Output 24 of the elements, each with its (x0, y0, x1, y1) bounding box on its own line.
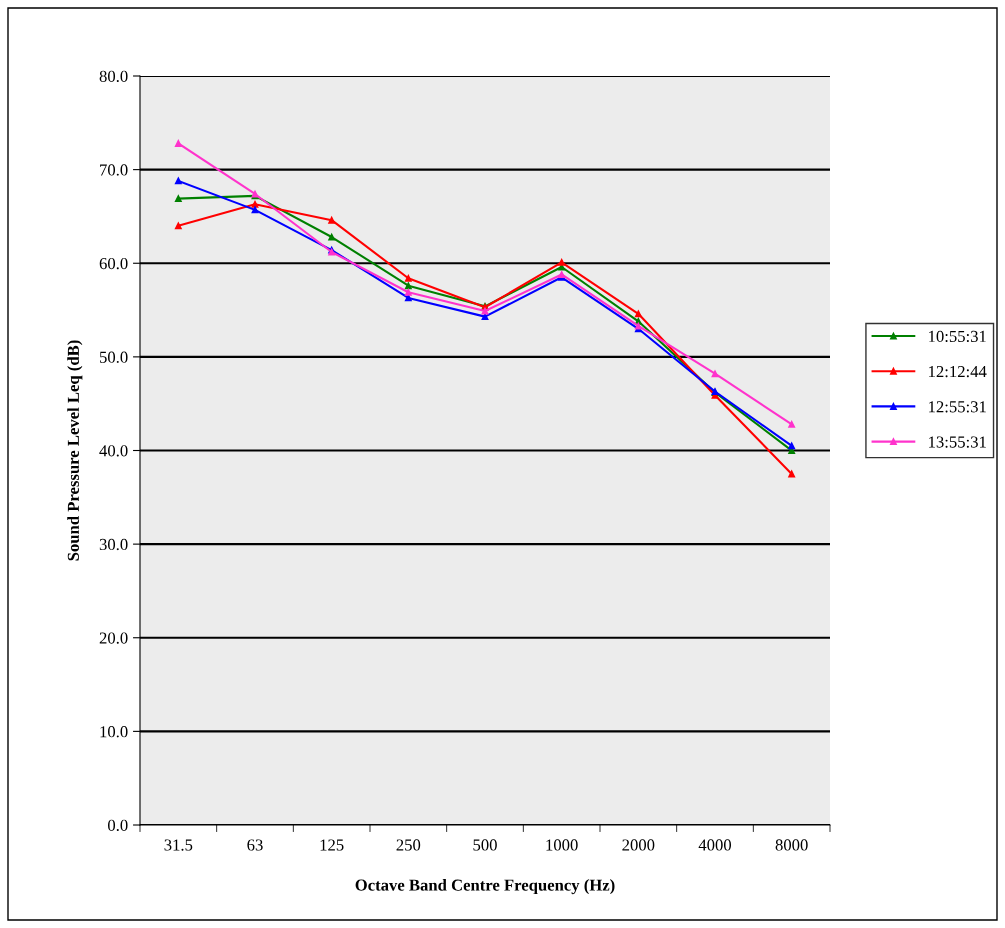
y-tick-label: 40.0 (99, 445, 128, 457)
x-tick-label: 2000 (622, 839, 655, 851)
y-tick-label: 10.0 (100, 726, 128, 738)
legend-label: 12:12:44 (929, 365, 987, 378)
y-tick-label: 50.0 (100, 351, 128, 363)
x-tick-label: 31.5 (164, 839, 193, 851)
x-tick-label: 4000 (698, 839, 732, 851)
y-tick-label: 60.0 (99, 257, 128, 270)
x-tick-label: 63 (247, 839, 263, 851)
legend-label: 13:55:31 (929, 436, 986, 448)
x-axis-title: Octave Band Centre Frequency (Hz) (355, 879, 615, 895)
y-tick-label: 80.0 (99, 70, 128, 83)
x-tick-label: 125 (320, 839, 344, 851)
y-axis-title: Sound Pressure Level Leq (dB) (67, 340, 83, 561)
legend-label: 12:55:31 (929, 401, 986, 413)
y-tick-label: 0.0 (108, 819, 128, 832)
x-tick-label: 8000 (775, 839, 808, 851)
y-tick-label: 70.0 (100, 164, 128, 176)
y-tick-label: 30.0 (99, 538, 128, 551)
x-tick-label: 500 (473, 839, 497, 851)
x-tick-label: 250 (396, 839, 421, 851)
y-tick-label: 20.0 (99, 632, 128, 644)
legend-label: 10:55:31 (929, 330, 986, 343)
x-tick-label: 1000 (546, 839, 578, 851)
